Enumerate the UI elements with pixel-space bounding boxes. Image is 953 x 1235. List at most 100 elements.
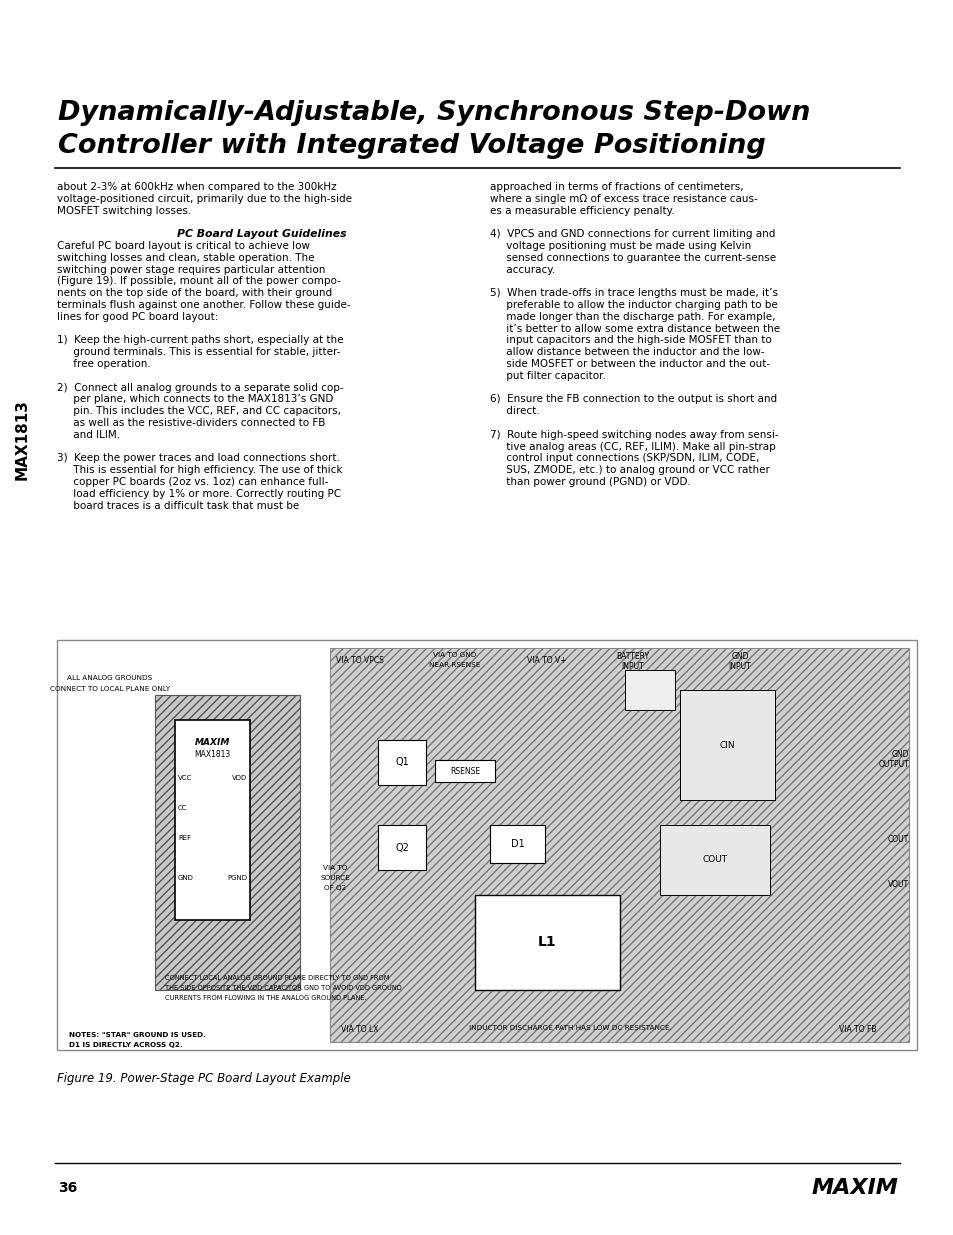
Bar xyxy=(57,640,916,1050)
Text: D1: D1 xyxy=(510,839,524,848)
Text: Careful PC board layout is critical to achieve low: Careful PC board layout is critical to a… xyxy=(57,241,310,251)
Text: 36: 36 xyxy=(58,1181,77,1195)
Text: CURRENTS FROM FLOWING IN THE ANALOG GROUND PLANE.: CURRENTS FROM FLOWING IN THE ANALOG GROU… xyxy=(165,995,366,1002)
Text: lines for good PC board layout:: lines for good PC board layout: xyxy=(57,311,218,322)
Text: nents on the top side of the board, with their ground: nents on the top side of the board, with… xyxy=(57,288,332,298)
Text: preferable to allow the inductor charging path to be: preferable to allow the inductor chargin… xyxy=(490,300,777,310)
Text: Controller with Integrated Voltage Positioning: Controller with Integrated Voltage Posit… xyxy=(58,133,765,159)
Text: sensed connections to guarantee the current-sense: sensed connections to guarantee the curr… xyxy=(490,253,776,263)
Text: INPUT: INPUT xyxy=(621,662,643,671)
Text: approached in terms of fractions of centimeters,: approached in terms of fractions of cent… xyxy=(490,182,742,191)
Bar xyxy=(377,825,426,869)
Text: per plane, which connects to the MAX1813’s GND: per plane, which connects to the MAX1813… xyxy=(57,394,333,404)
Bar xyxy=(330,648,908,1042)
Text: CC: CC xyxy=(178,805,188,811)
Text: OUTPUT: OUTPUT xyxy=(878,760,908,769)
Text: switching power stage requires particular attention: switching power stage requires particula… xyxy=(57,264,325,274)
Bar xyxy=(174,720,250,920)
Text: VIA TO VPCS: VIA TO VPCS xyxy=(335,656,383,664)
Text: VDD: VDD xyxy=(232,776,247,781)
Text: side MOSFET or between the inductor and the out-: side MOSFET or between the inductor and … xyxy=(490,359,769,369)
Text: GND: GND xyxy=(890,750,908,760)
Text: board traces is a difficult task that must be: board traces is a difficult task that mu… xyxy=(57,500,299,510)
Text: allow distance between the inductor and the low-: allow distance between the inductor and … xyxy=(490,347,763,357)
Text: 4)  VPCS and GND connections for current limiting and: 4) VPCS and GND connections for current … xyxy=(490,230,775,240)
Bar xyxy=(624,671,675,710)
Text: es a measurable efficiency penalty.: es a measurable efficiency penalty. xyxy=(490,205,674,216)
Text: Figure 19. Power-Stage PC Board Layout Example: Figure 19. Power-Stage PC Board Layout E… xyxy=(57,1072,351,1086)
Text: tive analog areas (CC, REF, ILIM). Make all pin-strap: tive analog areas (CC, REF, ILIM). Make … xyxy=(490,442,775,452)
Text: VIA TO LX: VIA TO LX xyxy=(341,1025,378,1034)
Text: MAXIM: MAXIM xyxy=(194,739,230,747)
Text: OF Q2: OF Q2 xyxy=(323,885,346,890)
Text: INDUCTOR DISCHARGE PATH HAS LOW DC RESISTANCE.: INDUCTOR DISCHARGE PATH HAS LOW DC RESIS… xyxy=(468,1025,671,1031)
Text: COUT: COUT xyxy=(887,835,908,844)
Text: accuracy.: accuracy. xyxy=(490,264,555,274)
Text: PC Board Layout Guidelines: PC Board Layout Guidelines xyxy=(177,230,347,240)
Text: NEAR RSENSE: NEAR RSENSE xyxy=(429,662,480,668)
Text: voltage positioning must be made using Kelvin: voltage positioning must be made using K… xyxy=(490,241,750,251)
Text: terminals flush against one another. Follow these guide-: terminals flush against one another. Fol… xyxy=(57,300,351,310)
Text: NOTES: "STAR" GROUND IS USED.: NOTES: "STAR" GROUND IS USED. xyxy=(69,1032,206,1037)
Text: INPUT: INPUT xyxy=(728,662,751,671)
Text: about 2-3% at 600kHz when compared to the 300kHz: about 2-3% at 600kHz when compared to th… xyxy=(57,182,336,191)
Text: where a single mΩ of excess trace resistance caus-: where a single mΩ of excess trace resist… xyxy=(490,194,757,204)
Bar xyxy=(659,825,769,895)
Text: pin. This includes the VCC, REF, and CC capacitors,: pin. This includes the VCC, REF, and CC … xyxy=(57,406,340,416)
Bar xyxy=(679,690,774,800)
Text: VIA TO V+: VIA TO V+ xyxy=(527,656,566,664)
Text: D1 IS DIRECTLY ACROSS Q2.: D1 IS DIRECTLY ACROSS Q2. xyxy=(69,1042,182,1049)
Text: MAX1813: MAX1813 xyxy=(194,750,231,760)
Text: SOURCE: SOURCE xyxy=(320,876,350,881)
Text: than power ground (PGND) or VDD.: than power ground (PGND) or VDD. xyxy=(490,477,690,487)
Text: voltage-positioned circuit, primarily due to the high-side: voltage-positioned circuit, primarily du… xyxy=(57,194,352,204)
Bar xyxy=(475,895,619,990)
Text: it’s better to allow some extra distance between the: it’s better to allow some extra distance… xyxy=(490,324,780,333)
Text: MAX1813: MAX1813 xyxy=(14,400,30,480)
Text: direct.: direct. xyxy=(490,406,539,416)
Text: L1: L1 xyxy=(537,935,557,950)
Text: Dynamically-Adjustable, Synchronous Step-Down: Dynamically-Adjustable, Synchronous Step… xyxy=(58,100,809,126)
Text: Q1: Q1 xyxy=(395,757,409,767)
Text: input capacitors and the high-side MOSFET than to: input capacitors and the high-side MOSFE… xyxy=(490,336,771,346)
Text: REF: REF xyxy=(178,835,191,841)
Text: switching losses and clean, stable operation. The: switching losses and clean, stable opera… xyxy=(57,253,314,263)
Text: CIN: CIN xyxy=(719,741,735,750)
Bar xyxy=(377,740,426,785)
Text: 7)  Route high-speed switching nodes away from sensi-: 7) Route high-speed switching nodes away… xyxy=(490,430,778,440)
Text: This is essential for high efficiency. The use of thick: This is essential for high efficiency. T… xyxy=(57,466,342,475)
Text: as well as the resistive-dividers connected to FB: as well as the resistive-dividers connec… xyxy=(57,417,325,429)
Text: 3)  Keep the power traces and load connections short.: 3) Keep the power traces and load connec… xyxy=(57,453,339,463)
Text: ground terminals. This is essential for stable, jitter-: ground terminals. This is essential for … xyxy=(57,347,340,357)
Text: GND: GND xyxy=(178,876,193,881)
Text: load efficiency by 1% or more. Correctly routing PC: load efficiency by 1% or more. Correctly… xyxy=(57,489,341,499)
Text: 2)  Connect all analog grounds to a separate solid cop-: 2) Connect all analog grounds to a separ… xyxy=(57,383,343,393)
Bar xyxy=(490,825,544,863)
Text: MAXIM: MAXIM xyxy=(810,1178,897,1198)
Text: SUS, ZMODE, etc.) to analog ground or VCC rather: SUS, ZMODE, etc.) to analog ground or VC… xyxy=(490,466,769,475)
Text: ALL ANALOG GROUNDS: ALL ANALOG GROUNDS xyxy=(68,676,152,680)
Text: VOUT: VOUT xyxy=(887,881,908,889)
Text: made longer than the discharge path. For example,: made longer than the discharge path. For… xyxy=(490,311,775,322)
Text: THE SIDE OPPOSITE THE VDD CAPACITOR GND TO AVOID VDD GROUND: THE SIDE OPPOSITE THE VDD CAPACITOR GND … xyxy=(165,986,401,990)
Text: CONNECT TO LOCAL PLANE ONLY: CONNECT TO LOCAL PLANE ONLY xyxy=(50,685,170,692)
Text: MOSFET switching losses.: MOSFET switching losses. xyxy=(57,205,191,216)
Bar xyxy=(154,695,299,990)
Text: GND: GND xyxy=(731,652,748,661)
Text: (Figure 19). If possible, mount all of the power compo-: (Figure 19). If possible, mount all of t… xyxy=(57,277,340,287)
Text: put filter capacitor.: put filter capacitor. xyxy=(490,370,605,380)
Text: VIA TO FB: VIA TO FB xyxy=(839,1025,876,1034)
Text: CONNECT LOCAL ANALOG GROUND PLANE DIRECTLY TO GND FROM: CONNECT LOCAL ANALOG GROUND PLANE DIRECT… xyxy=(165,974,389,981)
Text: Q2: Q2 xyxy=(395,842,409,852)
Text: and ILIM.: and ILIM. xyxy=(57,430,120,440)
Text: COUT: COUT xyxy=(701,856,727,864)
Text: control input connections (SKP/SDN, ILIM, CODE,: control input connections (SKP/SDN, ILIM… xyxy=(490,453,759,463)
Text: VIA TO: VIA TO xyxy=(322,864,347,871)
Text: free operation.: free operation. xyxy=(57,359,151,369)
Text: VCC: VCC xyxy=(178,776,193,781)
Text: RSENSE: RSENSE xyxy=(450,767,479,776)
Text: VIA TO GND: VIA TO GND xyxy=(433,652,476,658)
Text: 6)  Ensure the FB connection to the output is short and: 6) Ensure the FB connection to the outpu… xyxy=(490,394,777,404)
Text: BATTERY: BATTERY xyxy=(616,652,649,661)
Bar xyxy=(435,760,495,782)
